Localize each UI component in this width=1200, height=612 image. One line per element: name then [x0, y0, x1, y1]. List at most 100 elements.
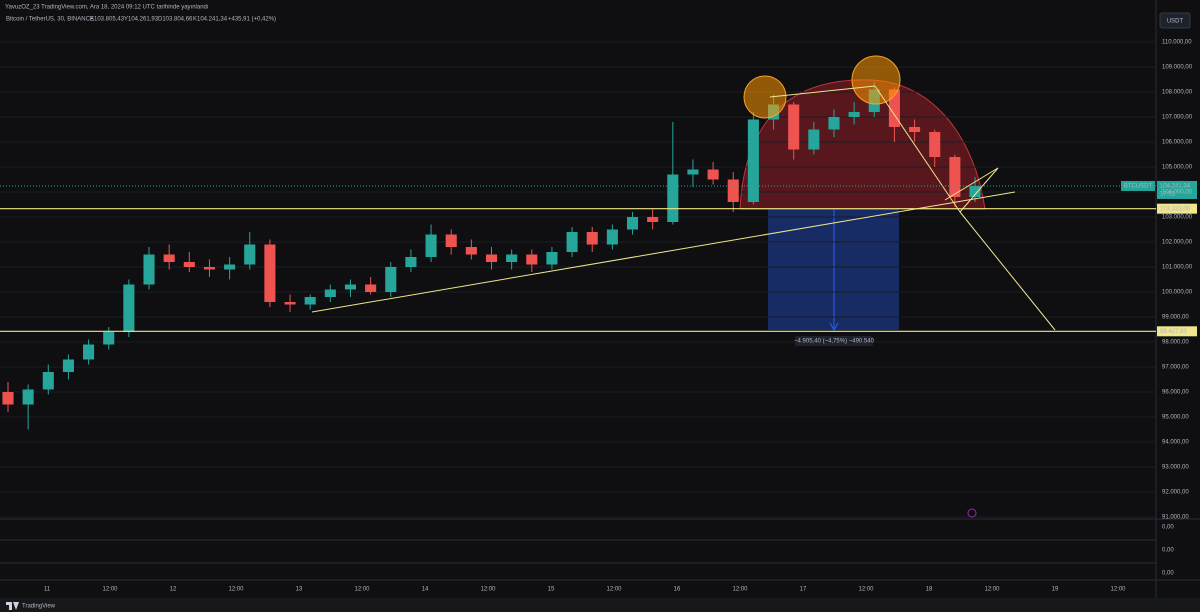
- candle-body: [344, 284, 357, 290]
- x-tick-label: 18: [926, 587, 933, 593]
- candle-body: [727, 179, 739, 202]
- ohlc-close: K104.241,34: [193, 17, 228, 23]
- y-tick-label: 94.000,00: [1162, 440, 1189, 446]
- drawings-front: [311, 55, 1056, 518]
- currency-button[interactable]: [1159, 12, 1191, 29]
- x-tick-label: 16: [674, 587, 681, 593]
- candle-body: [566, 232, 578, 252]
- y-tick-label: 101.000,00: [1162, 265, 1193, 271]
- y-tick-label: 109.000,00: [1162, 65, 1193, 71]
- candle-body: [647, 217, 659, 222]
- symbol-tag-label: BTCUSDT: [1124, 184, 1153, 190]
- measure-arrow-head: [829, 322, 839, 332]
- y-tick-label: 104.000,00: [1162, 190, 1193, 196]
- ohlc-high: Y104.261,93: [124, 17, 159, 23]
- x-tick-label: 12:00: [858, 587, 874, 593]
- y-tick-label: 108.000,00: [1162, 90, 1193, 96]
- candle-body: [465, 247, 477, 255]
- pane-tick-label: 0,00: [1162, 548, 1174, 554]
- wedge-line: [874, 85, 961, 213]
- candle-body: [2, 392, 14, 405]
- y-tick-label: 102.000,00: [1162, 240, 1193, 246]
- y-tick-label: 92.000,00: [1162, 490, 1189, 496]
- y-tick-label: 106.000,00: [1162, 140, 1193, 146]
- candle-body: [667, 174, 679, 222]
- x-tick-label: 15: [548, 587, 555, 593]
- y-tick-label: 93.000,00: [1162, 465, 1189, 471]
- target-line: [959, 211, 1056, 331]
- candle-body: [546, 252, 558, 265]
- y-tick-label: 105.000,00: [1162, 165, 1193, 171]
- candle-body: [969, 185, 981, 197]
- candle-body: [687, 169, 699, 175]
- pane-tick-label: 0,00: [1162, 571, 1174, 577]
- candle-body: [203, 267, 215, 270]
- event-icon[interactable]: [967, 508, 977, 518]
- candle-body: [526, 254, 538, 265]
- symbol-tag: [1121, 180, 1155, 191]
- y-tick-label: 96.000,00: [1162, 390, 1189, 396]
- candle-body: [365, 284, 377, 292]
- x-tick-label: 12: [170, 587, 177, 593]
- ohlc-open: A103.805,43: [90, 17, 125, 23]
- candle-body: [949, 157, 961, 197]
- candle-body: [626, 217, 639, 230]
- x-tick-label: 11: [44, 587, 51, 593]
- price-level-tag: [1157, 326, 1197, 337]
- x-tick-label: 13: [296, 587, 303, 593]
- candle-body: [42, 372, 54, 390]
- candle-body: [62, 359, 74, 372]
- candle-body: [828, 117, 840, 130]
- candle-body: [163, 254, 175, 262]
- last-price-tag: [1157, 180, 1197, 199]
- ohlc-low: D103.804,66: [158, 17, 193, 23]
- y-tick-label: 110.000,00: [1162, 40, 1192, 46]
- candle-body: [244, 244, 256, 265]
- x-tick-label: 12:00: [606, 587, 622, 593]
- footer-bar: [0, 598, 1200, 612]
- candle-body: [22, 389, 34, 405]
- candle-body: [909, 127, 921, 132]
- candle-body: [224, 264, 236, 270]
- x-tick-label: 12:00: [228, 587, 244, 593]
- candle-body: [284, 302, 296, 305]
- x-tick-label: 12:00: [732, 587, 748, 593]
- candle-body: [83, 344, 95, 360]
- brand-name: TradingView: [22, 604, 56, 610]
- x-tick-label: 12:00: [480, 587, 496, 593]
- candle-body: [425, 234, 437, 257]
- x-tick-label: 12:00: [102, 587, 118, 593]
- candle-body: [405, 257, 417, 267]
- price-level-label: 98.427,83: [1160, 329, 1187, 335]
- currency-button-label[interactable]: USDT: [1167, 19, 1184, 25]
- y-tick-label: 103.000,00: [1162, 215, 1193, 221]
- candle-body: [485, 254, 498, 262]
- price-change: +435,91 (+0,42%): [228, 17, 276, 23]
- candle-body: [385, 267, 397, 292]
- countdown-label: 17:01: [1160, 192, 1176, 198]
- candle-body: [264, 244, 276, 302]
- drawings-back: [739, 79, 986, 332]
- candle-body: [888, 89, 900, 127]
- candle-body: [586, 232, 598, 245]
- candle-body: [103, 332, 115, 345]
- candle-body: [808, 129, 820, 150]
- candle-body: [304, 297, 316, 305]
- y-tick-label: 95.000,00: [1162, 415, 1189, 421]
- y-tick-label: 91.000,00: [1162, 515, 1189, 521]
- y-tick-label: 107.000,00: [1162, 115, 1193, 121]
- candle-body: [506, 254, 518, 262]
- candle-body: [143, 254, 155, 285]
- y-tick-label: 99.000,00: [1162, 315, 1189, 321]
- pane-tick-label: 0,00: [1162, 525, 1174, 531]
- symbol-name: Bitcoin / TetherUS, 30, BINANCE: [6, 17, 94, 23]
- y-tick-label: 97.000,00: [1162, 365, 1189, 371]
- candle-body: [747, 119, 759, 202]
- flag-line: [959, 167, 999, 213]
- candle-body: [606, 229, 618, 245]
- x-tick-label: 17: [800, 587, 807, 593]
- trend-line: [311, 191, 1016, 313]
- x-tick-label: 14: [422, 587, 429, 593]
